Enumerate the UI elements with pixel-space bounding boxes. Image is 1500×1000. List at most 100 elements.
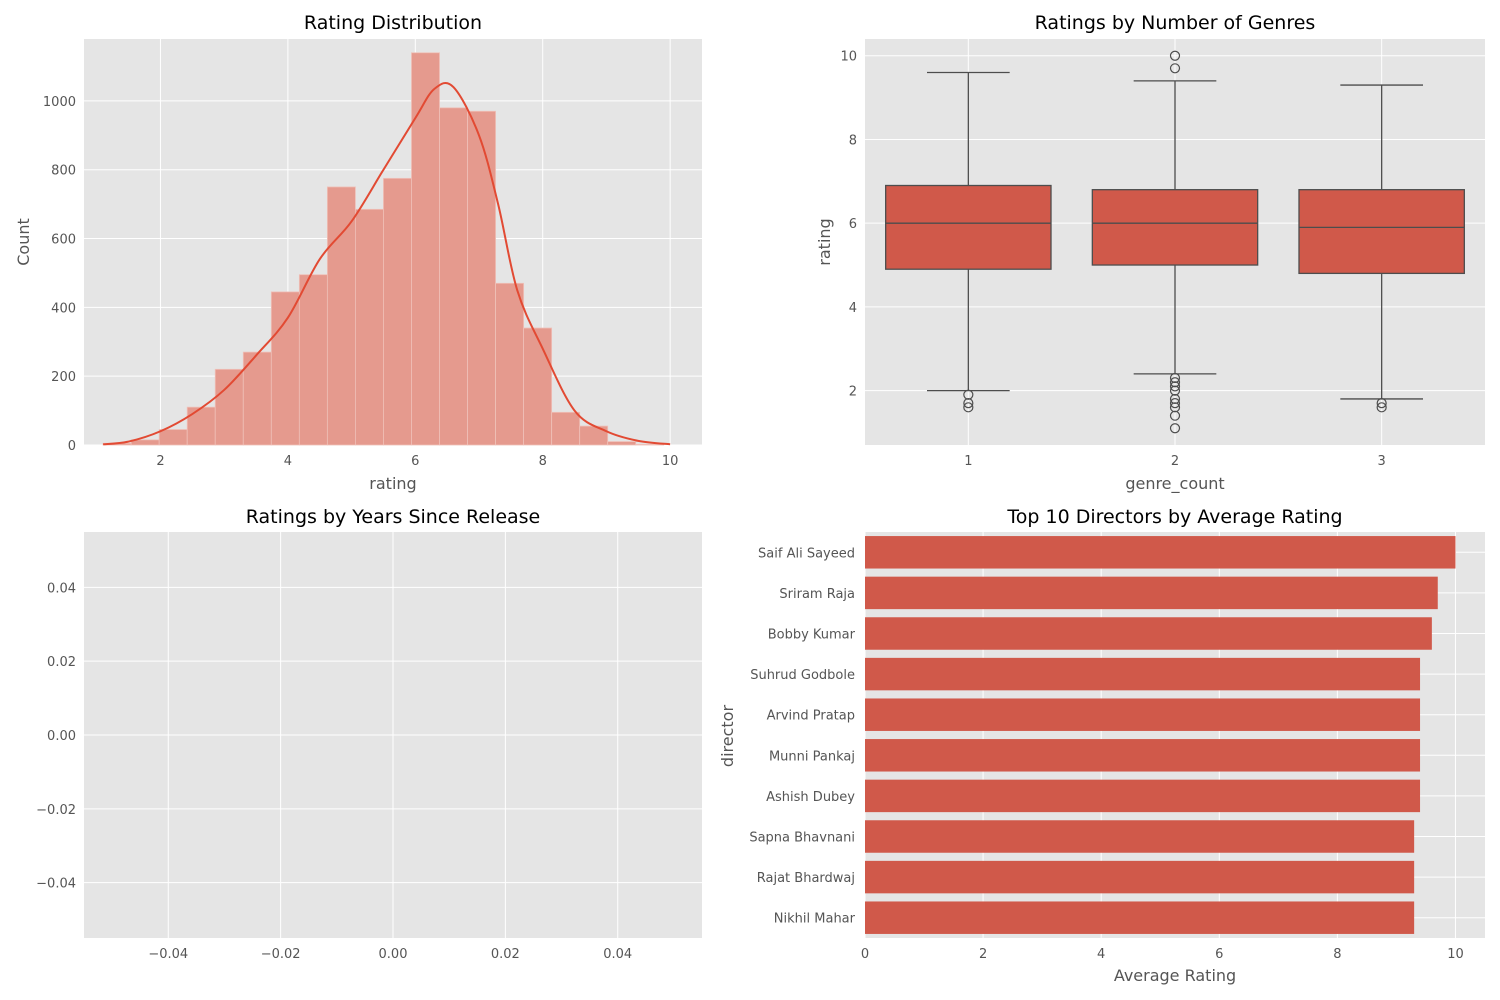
x-tick-label: 0 <box>861 947 869 962</box>
histogram-bar <box>551 411 581 446</box>
histogram-bar <box>467 110 496 446</box>
outlier-point <box>1169 377 1181 388</box>
y-tick-label: Rajat Bhardwaj <box>757 871 855 886</box>
y-axis-label: Count <box>14 218 33 266</box>
x-tick-label: 2 <box>1171 454 1179 469</box>
y-tick-label: Sapna Bhavnani <box>749 831 855 846</box>
director-bar <box>865 576 1438 610</box>
histogram-bar <box>158 429 188 446</box>
chart-title: Top 10 Directors by Average Rating <box>1006 506 1342 528</box>
x-axis-label: genre_count <box>1125 474 1224 494</box>
histogram-bar <box>186 406 216 446</box>
y-tick-label: 0.04 <box>47 581 76 596</box>
ratings-by-years-chart: Ratings by Years Since Release −0.04 −0.0… <box>36 506 702 962</box>
histogram-bar <box>411 52 440 446</box>
chart-title: Rating Distribution <box>304 12 482 34</box>
outlier-point <box>1169 63 1181 74</box>
box-3 <box>1298 84 1465 413</box>
ratings-by-genres-chart: Ratings by Number of Genres genre_count … <box>815 12 1485 494</box>
outlier-point <box>1169 398 1181 409</box>
plot-area <box>84 532 702 938</box>
rating-distribution-chart: Rating Distribution rating Count 2 4 6 8 100… <box>14 12 702 493</box>
y-tick-label: Suhrud Godbole <box>750 668 855 683</box>
y-tick-label: Saif Ali Sayeed <box>758 546 855 561</box>
director-bar <box>865 779 1421 813</box>
histogram-bar <box>523 327 553 446</box>
histogram-bar <box>214 368 244 446</box>
y-tick-label: 0.02 <box>47 655 76 670</box>
director-bar <box>865 698 1421 731</box>
y-tick-label: 0.00 <box>47 729 76 744</box>
y-tick-label: 2 <box>849 385 857 400</box>
outlier-point <box>1169 50 1181 61</box>
x-tick-label: 6 <box>411 454 419 469</box>
outlier-point <box>1169 423 1181 434</box>
histogram-bar <box>495 282 525 446</box>
y-tick-label: Nikhil Mahar <box>774 912 856 927</box>
y-tick-label: 200 <box>51 370 76 385</box>
x-tick-label: 4 <box>1097 947 1105 962</box>
y-tick-label: Ashish Dubey <box>766 790 855 805</box>
histogram-bar <box>326 186 356 446</box>
y-tick-label: 1000 <box>43 95 76 110</box>
y-tick-label: 400 <box>51 301 76 316</box>
histogram-bar <box>270 291 300 446</box>
x-tick-label: 2 <box>156 454 164 469</box>
outlier-point <box>1169 372 1181 384</box>
outlier-point <box>1169 393 1181 405</box>
box-iqr <box>1298 189 1465 275</box>
x-axis-label: rating <box>369 474 416 493</box>
box-1 <box>885 71 1052 413</box>
x-tick-label: −0.04 <box>148 947 188 962</box>
director-bar <box>865 860 1415 894</box>
x-tick-label: 0.04 <box>603 947 632 962</box>
x-tick-label: −0.02 <box>261 947 301 962</box>
x-tick-label: 0.02 <box>491 947 520 962</box>
outlier-point <box>963 398 974 409</box>
director-bar <box>865 536 1456 569</box>
x-tick-label: 2 <box>979 947 987 962</box>
y-tick-label: Munni Pankaj <box>769 749 855 764</box>
histogram-bar <box>383 177 412 446</box>
outlier-point <box>1169 385 1181 396</box>
y-axis-label: rating <box>815 218 834 265</box>
y-tick-label: 8 <box>849 133 857 148</box>
histogram-bar <box>439 107 468 446</box>
histogram-bar <box>355 208 384 446</box>
director-bar <box>865 617 1432 650</box>
x-tick-label: 8 <box>1333 947 1341 962</box>
y-tick-label: 600 <box>51 233 76 248</box>
outlier-point <box>1376 398 1387 409</box>
outlier-point <box>1376 402 1387 413</box>
director-bar <box>865 820 1415 853</box>
top-directors-chart: Top 10 Directors by Average Rating Avera… <box>718 506 1485 985</box>
y-tick-label: 10 <box>840 50 857 65</box>
box-iqr <box>1091 189 1259 266</box>
x-axis-label: Average Rating <box>1114 966 1236 985</box>
outlier-point <box>963 402 974 413</box>
outlier-point <box>1169 402 1181 413</box>
y-tick-label: 4 <box>849 301 857 316</box>
chart-title: Ratings by Number of Genres <box>1035 12 1316 34</box>
x-tick-label: 6 <box>1215 947 1223 962</box>
y-tick-label: Sriram Raja <box>779 587 855 602</box>
x-tick-label: 8 <box>539 454 547 469</box>
box-2 <box>1091 50 1259 434</box>
director-bar <box>865 739 1421 772</box>
x-tick-label: 0.00 <box>379 947 408 962</box>
y-tick-label: 800 <box>51 164 76 179</box>
y-tick-label: 6 <box>849 217 857 232</box>
outlier-point <box>963 389 974 400</box>
director-bar <box>865 901 1415 934</box>
director-bar <box>865 657 1421 691</box>
y-tick-label: Arvind Pratap <box>767 709 855 724</box>
x-tick-label: 1 <box>964 454 972 469</box>
y-tick-label: −0.04 <box>36 877 76 892</box>
y-tick-label: −0.02 <box>36 803 76 818</box>
histogram-bar <box>242 351 272 446</box>
y-tick-label: Bobby Kumar <box>768 628 856 643</box>
x-tick-label: 10 <box>662 454 679 469</box>
y-axis-label: director <box>718 705 737 768</box>
outlier-point <box>1169 381 1181 392</box>
